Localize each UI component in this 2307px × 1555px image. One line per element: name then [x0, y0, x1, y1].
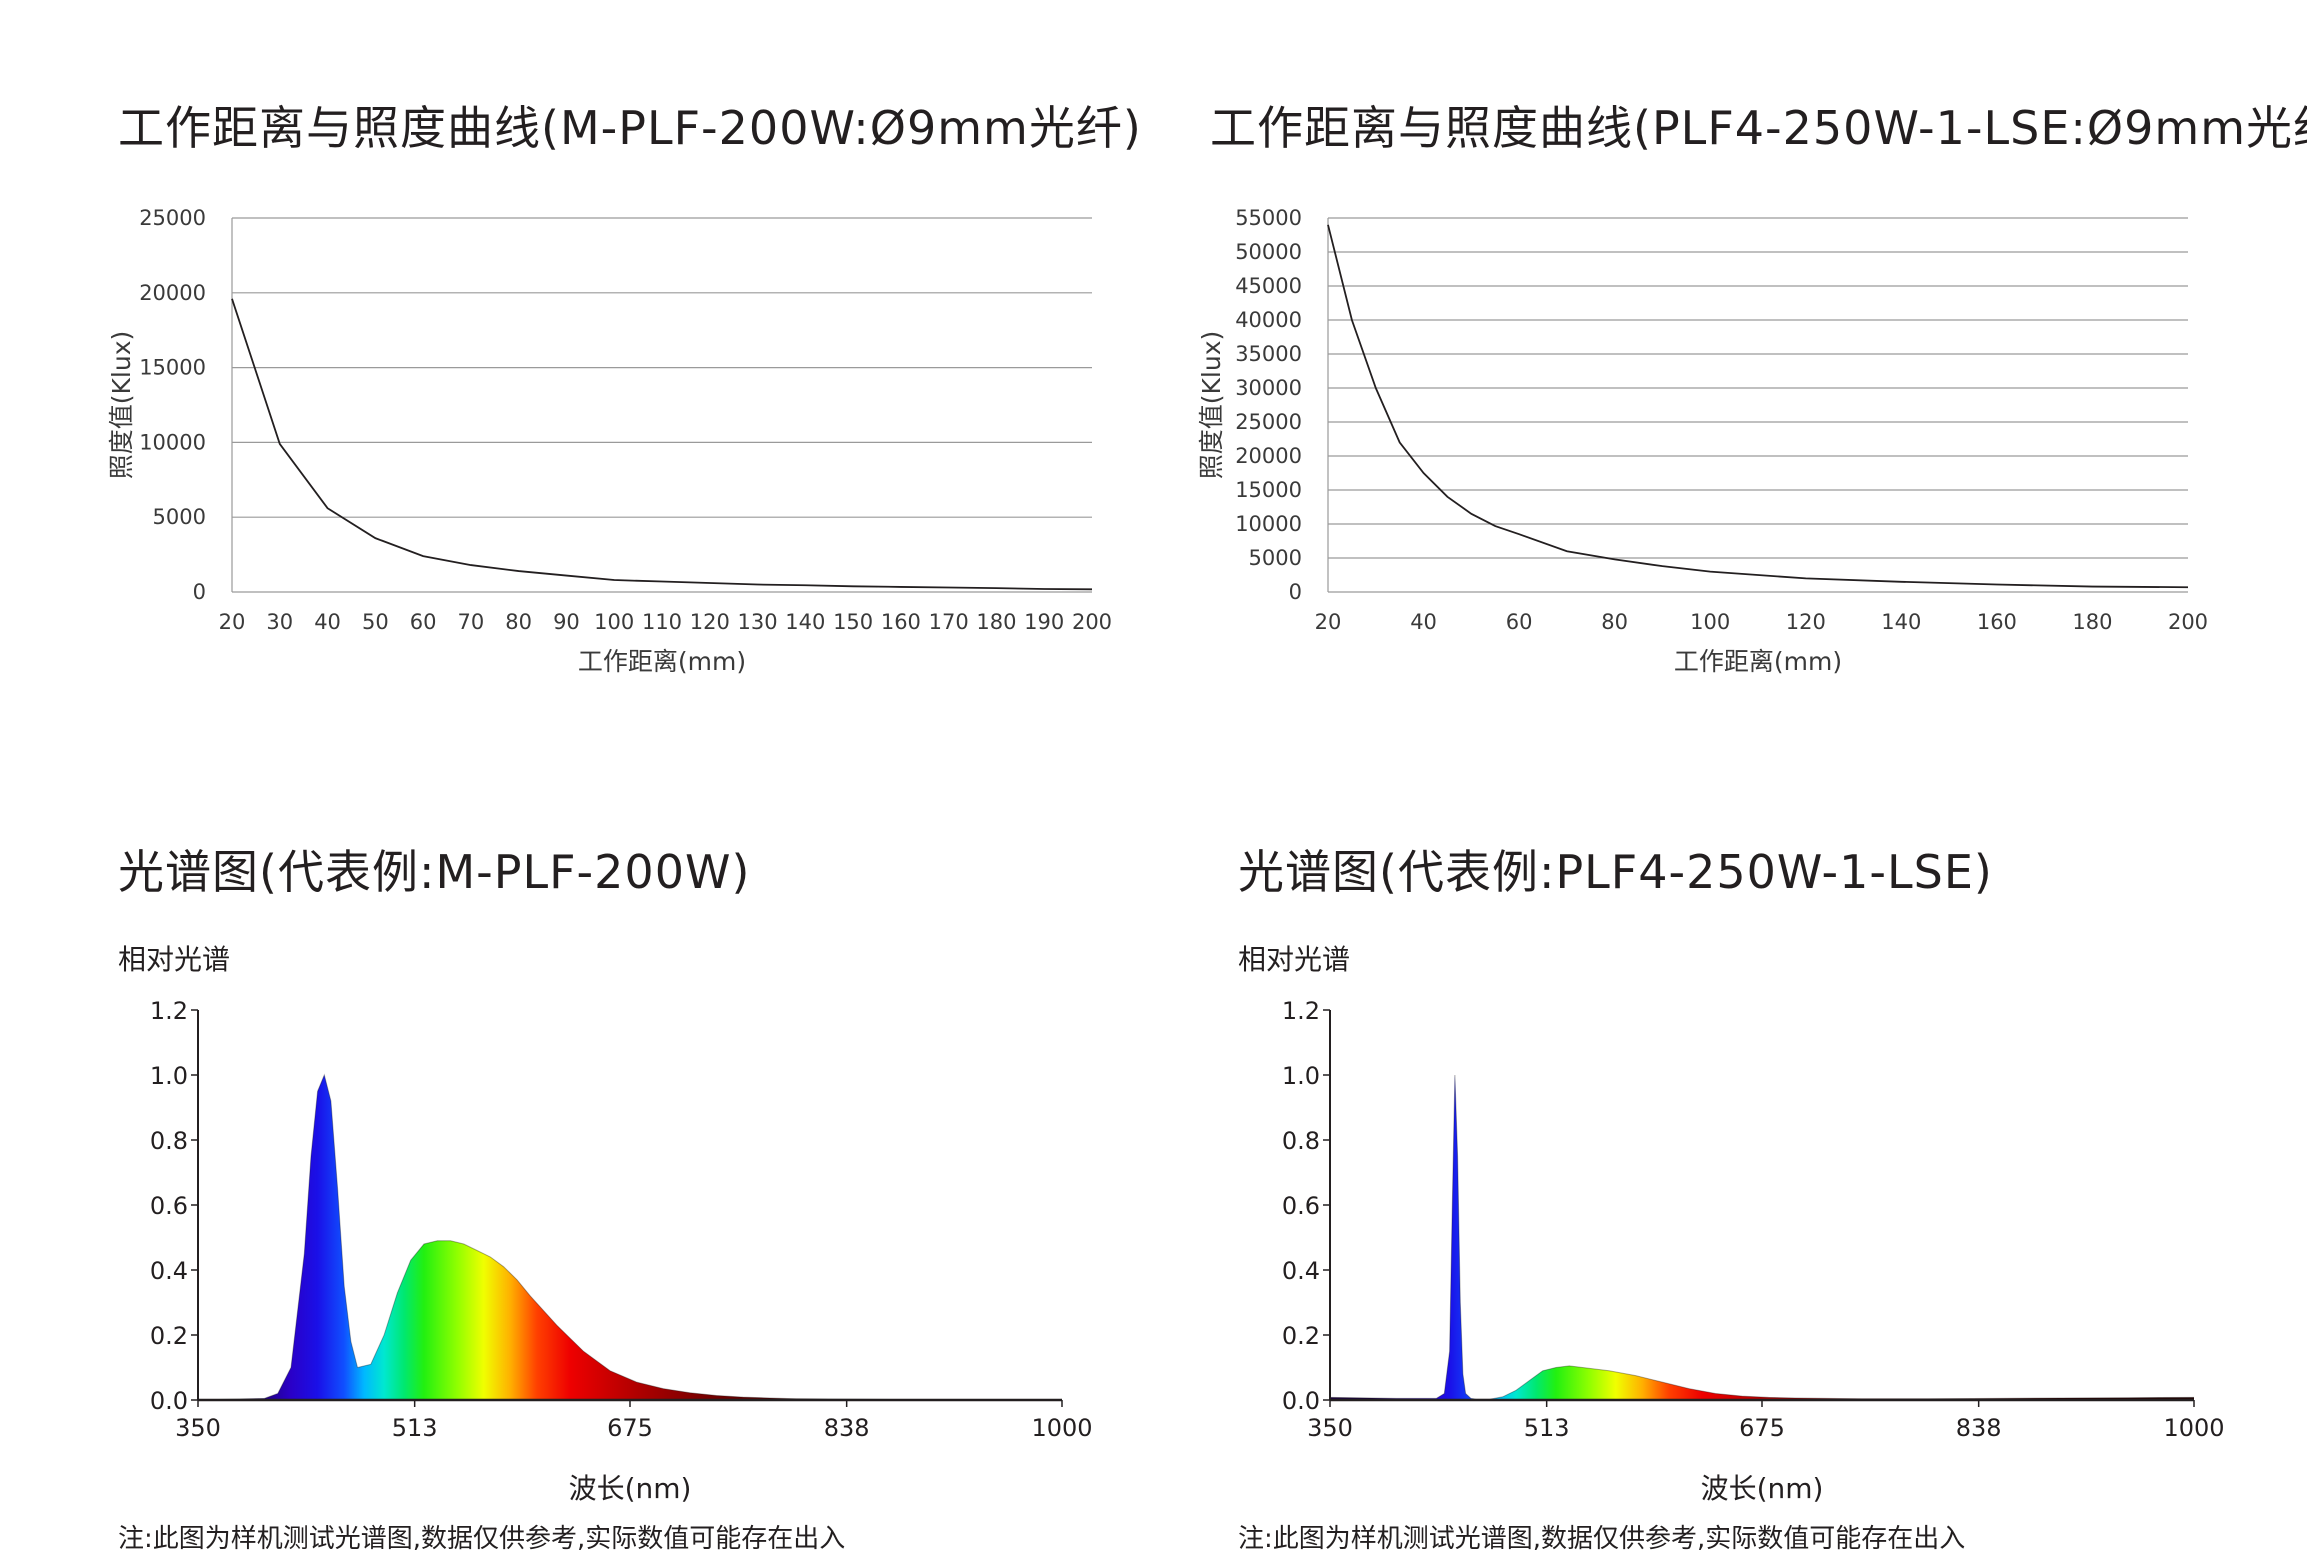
y-tick-label: 0.8 — [1282, 1127, 1320, 1155]
x-tick-label: 513 — [1524, 1414, 1570, 1442]
x-tick-label: 1000 — [2163, 1414, 2224, 1442]
x-axis-label: 波长(nm) — [1701, 1472, 1824, 1505]
y-tick-label: 0.4 — [1282, 1257, 1320, 1285]
note-right: 注:此图为样机测试光谱图,数据仅供参考,实际数值可能存在出入 — [1238, 1518, 1965, 1555]
x-tick-label: 838 — [1956, 1414, 2002, 1442]
y-tick-label: 0.6 — [1282, 1192, 1320, 1220]
x-tick-label: 675 — [1739, 1414, 1785, 1442]
y-tick-label: 1.2 — [1282, 997, 1320, 1025]
y-tick-label: 0.2 — [1282, 1322, 1320, 1350]
x-tick-label: 350 — [1307, 1414, 1353, 1442]
spectrum-area — [1330, 1075, 2194, 1400]
y-tick-label: 0.0 — [1282, 1387, 1320, 1415]
note-left: 注:此图为样机测试光谱图,数据仅供参考,实际数值可能存在出入 — [118, 1518, 845, 1555]
y-tick-label: 1.0 — [1282, 1062, 1320, 1090]
